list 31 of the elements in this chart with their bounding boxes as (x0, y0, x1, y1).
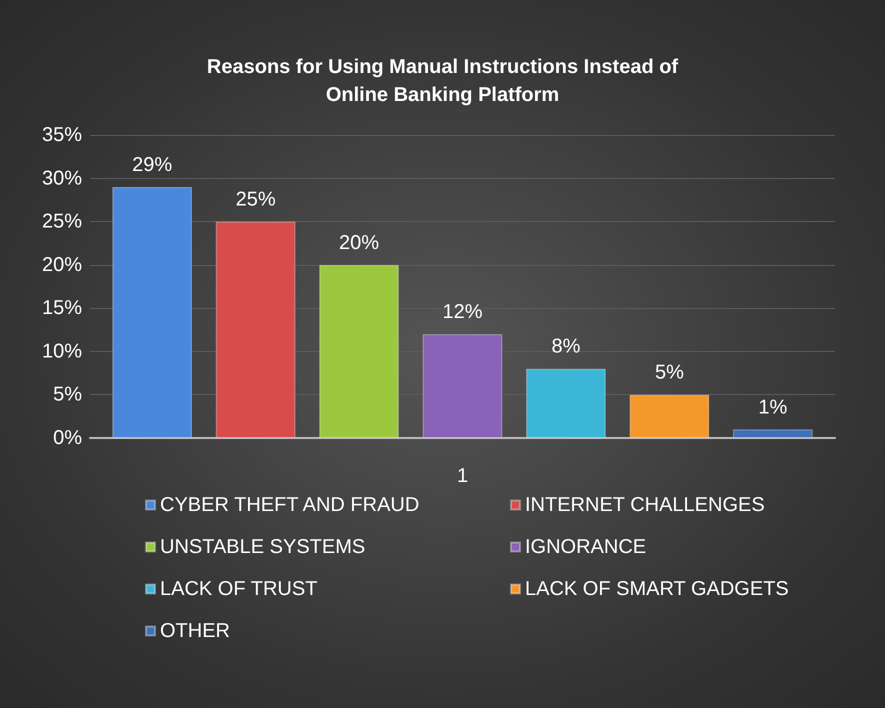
chart-title: Reasons for Using Manual Instructions Instead of Online Banking Platform (206, 56, 678, 106)
bar (733, 429, 813, 438)
legend-label: UNSTABLE SYSTEMS (160, 536, 366, 558)
data-label: 1% (758, 396, 788, 418)
y-tick-label: 10% (42, 340, 82, 362)
legend-label: INTERNET CHALLENGES (525, 494, 765, 516)
y-tick-label: 5% (53, 384, 82, 406)
y-tick-label: 30% (42, 167, 82, 190)
bar (526, 368, 606, 438)
bar (319, 264, 399, 438)
y-tick-label: 0% (53, 427, 82, 449)
bar (112, 186, 192, 438)
legend-label: OTHER (160, 620, 230, 642)
y-tick-label: 35% (42, 124, 82, 146)
bar (422, 334, 502, 438)
bar (630, 394, 710, 438)
legend-label: CYBER THEFT AND FRAUD (160, 494, 420, 516)
data-label: 25% (236, 188, 276, 211)
legend-label: IGNORANCE (525, 536, 646, 558)
data-label: 8% (552, 336, 581, 358)
legend-label: LACK OF TRUST (160, 578, 318, 600)
data-label: 12% (442, 301, 483, 324)
y-tick-label: 15% (42, 297, 82, 320)
y-tick-label: 25% (42, 210, 82, 233)
y-tick-label: 20% (42, 254, 82, 276)
data-label: 20% (339, 232, 380, 254)
data-label: 29% (132, 154, 172, 176)
data-label: 5% (654, 362, 684, 384)
x-tick-label: 1 (456, 465, 468, 487)
bar (216, 222, 296, 438)
legend-label: LACK OF SMART GADGETS (525, 578, 789, 600)
